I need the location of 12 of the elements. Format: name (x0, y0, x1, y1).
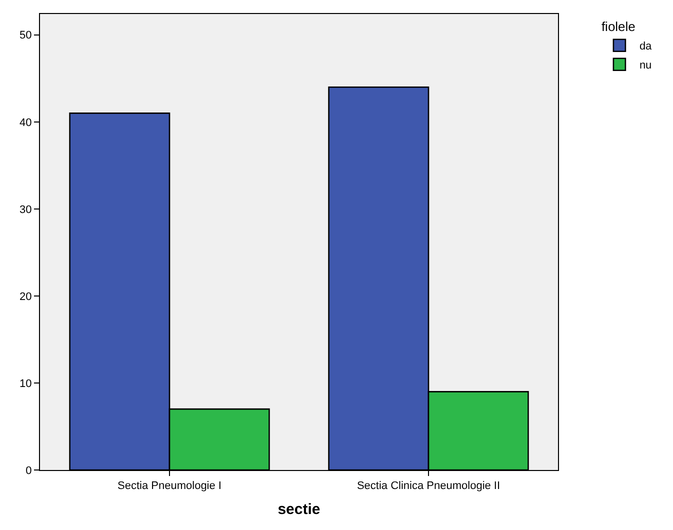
x-tick-label: Sectia Clinica Pneumologie II (356, 480, 500, 492)
y-tick-label: 0 (26, 464, 32, 477)
x-axis-title: sectie (278, 501, 320, 518)
y-tick-label: 30 (20, 204, 32, 216)
y-tick-label: 50 (20, 30, 32, 42)
legend-label: da (639, 40, 653, 53)
y-tick-label: 40 (20, 116, 32, 129)
y-tick-label: 20 (20, 290, 32, 303)
legend-title: fiolele (601, 18, 636, 34)
x-tick-label: Sectia Pneumologie I (118, 480, 222, 492)
legend-label: nu (639, 60, 652, 72)
y-tick-label: 10 (20, 378, 32, 390)
